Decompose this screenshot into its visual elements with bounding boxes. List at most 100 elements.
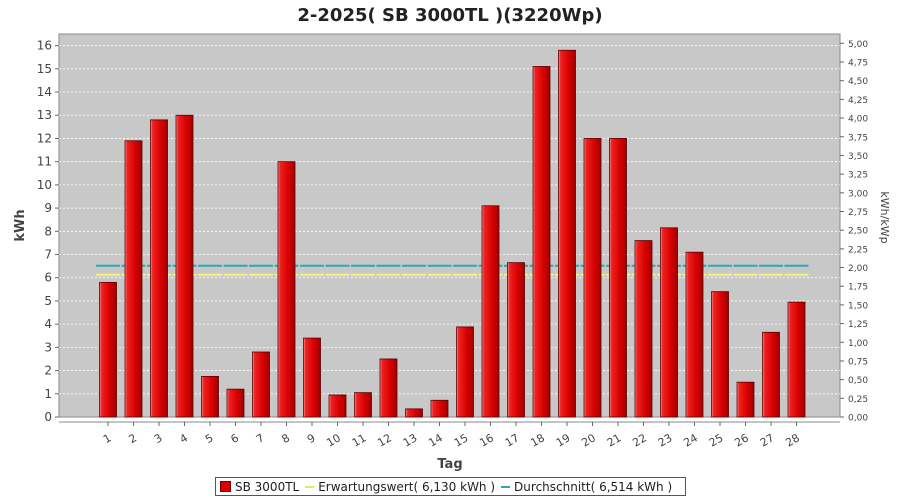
y-axis-label: kWh <box>13 209 28 241</box>
y-tick-label: 3 <box>44 340 52 354</box>
bar <box>354 392 372 418</box>
y-tick-label: 16 <box>37 39 52 53</box>
bar <box>660 227 678 418</box>
bar <box>558 49 576 418</box>
bar <box>532 66 551 418</box>
x-tick-label: 6 <box>228 431 241 446</box>
y-tick-label: 4 <box>44 317 52 331</box>
y2-tick-label: 2,00 <box>848 264 868 274</box>
legend-swatch-expected <box>305 485 315 488</box>
y2-tick-label: 0,75 <box>848 357 868 367</box>
y2-tick-label: 1,50 <box>848 301 868 311</box>
y2-tick-label: 2,50 <box>848 227 868 237</box>
bar <box>762 331 780 418</box>
x-tick-label: 17 <box>503 431 522 449</box>
y2-tick-label: 4,50 <box>848 77 868 87</box>
x-tick-label: 13 <box>401 431 420 449</box>
x-tick-label: 28 <box>783 431 802 449</box>
y-tick-label: 8 <box>44 224 52 238</box>
bar <box>405 408 423 418</box>
bar <box>787 301 806 418</box>
y-tick-label: 1 <box>44 387 52 401</box>
legend-label-expected: Erwartungswert( 6,130 kWh ) <box>318 479 496 494</box>
y-tick-label: 9 <box>44 201 52 215</box>
x-tick-label: 7 <box>254 431 267 446</box>
legend: SB 3000TL Erwartungswert( 6,130 kWh ) Du… <box>215 477 686 496</box>
x-tick-label: 15 <box>452 431 471 449</box>
x-tick-label: 26 <box>732 431 751 449</box>
y2-tick-label: 3,50 <box>848 152 868 162</box>
bar <box>456 326 474 418</box>
bar <box>328 394 347 418</box>
x-tick-label: 19 <box>554 431 573 449</box>
bar <box>634 240 653 418</box>
legend-item-bar: SB 3000TL <box>220 480 299 494</box>
bar <box>481 205 500 418</box>
x-tick-label: 4 <box>177 431 190 446</box>
bar <box>379 358 398 418</box>
bar <box>175 114 194 418</box>
x-tick-label: 9 <box>305 431 318 446</box>
bar <box>201 375 219 418</box>
legend-label-average: Durchschnitt( 6,514 kWh ) <box>514 479 673 494</box>
x-tick-label: 22 <box>630 431 649 449</box>
y-tick-label: 2 <box>44 364 52 378</box>
y2-tick-label: 5,00 <box>848 40 868 50</box>
y2-tick-label: 1,25 <box>848 320 868 330</box>
x-tick-label: 21 <box>605 431 624 449</box>
x-axis-label: Tag <box>437 457 462 472</box>
bar <box>583 138 602 418</box>
x-tick-label: 1 <box>101 431 114 446</box>
y-tick-label: 14 <box>37 85 52 99</box>
bar <box>430 399 449 418</box>
x-tick-label: 23 <box>656 431 675 449</box>
y2-tick-label: 1,00 <box>848 339 868 349</box>
bar <box>507 262 525 418</box>
bar <box>124 140 143 418</box>
x-tick-label: 5 <box>203 431 216 446</box>
x-tick-label: 20 <box>579 431 598 449</box>
y-tick-label: 6 <box>44 271 52 285</box>
y2-tick-label: 3,25 <box>848 171 868 181</box>
y-tick-label: 12 <box>37 131 52 145</box>
legend-item-expected: Erwartungswert( 6,130 kWh ) <box>305 480 495 494</box>
bar <box>226 388 245 418</box>
x-tick-label: 11 <box>350 431 369 449</box>
x-tick-label: 24 <box>681 431 700 449</box>
y-tick-label: 5 <box>44 294 52 308</box>
y2-tick-label: 4,00 <box>848 115 868 125</box>
y2-tick-label: 2,75 <box>848 208 868 218</box>
y-tick-label: 13 <box>37 108 52 122</box>
x-tick-label: 25 <box>707 431 726 449</box>
bar <box>150 119 168 418</box>
y2-tick-label: 3,00 <box>848 189 868 199</box>
y-tick-label: 15 <box>37 62 52 76</box>
y2-tick-label: 0,00 <box>848 414 868 424</box>
x-tick-label: 8 <box>279 431 292 446</box>
y2-axis-label: kWh/kWp <box>878 191 891 243</box>
x-tick-label: 10 <box>324 431 343 449</box>
y-tick-label: 10 <box>37 178 52 192</box>
y-tick-label: 7 <box>44 248 52 262</box>
x-tick-label: 16 <box>477 431 496 449</box>
bar <box>609 138 627 418</box>
legend-item-average: Durchschnitt( 6,514 kWh ) <box>501 480 672 494</box>
bar <box>711 291 729 418</box>
y2-tick-label: 3,75 <box>848 133 868 143</box>
bar <box>252 351 270 418</box>
y2-tick-label: 1,75 <box>848 283 868 293</box>
x-tick-label: 14 <box>426 431 445 449</box>
y-tick-label: 0 <box>44 410 52 424</box>
legend-swatch-bar <box>220 481 231 492</box>
bar <box>99 281 117 418</box>
chart-title: 2-2025( SB 3000TL )(3220Wp) <box>297 5 602 26</box>
y-tick-label: 11 <box>37 155 52 169</box>
y2-tick-label: 4,75 <box>848 59 868 69</box>
y2-tick-label: 0,50 <box>848 376 868 386</box>
x-tick-label: 2 <box>126 431 139 446</box>
bar <box>685 251 704 418</box>
bar <box>303 337 321 418</box>
legend-swatch-average <box>501 485 511 488</box>
